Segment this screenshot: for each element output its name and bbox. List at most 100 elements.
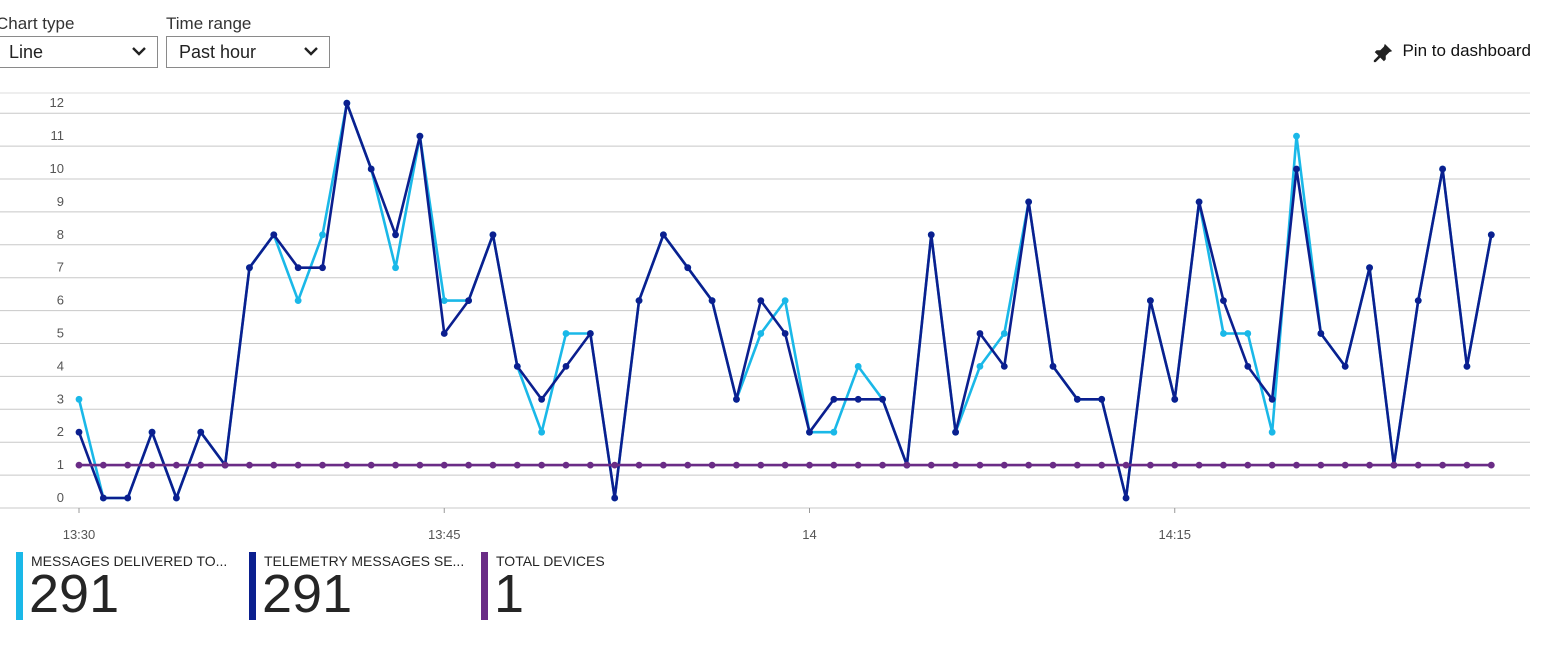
data-point[interactable] bbox=[465, 461, 472, 469]
data-point[interactable] bbox=[319, 264, 326, 272]
data-point[interactable] bbox=[781, 297, 789, 304]
data-point[interactable] bbox=[757, 461, 765, 469]
data-point[interactable] bbox=[1366, 461, 1373, 469]
data-point[interactable] bbox=[319, 231, 326, 239]
data-point[interactable] bbox=[781, 330, 789, 337]
data-point[interactable] bbox=[733, 461, 740, 469]
data-point[interactable] bbox=[416, 132, 424, 140]
data-point[interactable] bbox=[879, 395, 886, 403]
data-point[interactable] bbox=[1293, 461, 1300, 469]
data-point[interactable] bbox=[952, 428, 959, 436]
data-point[interactable] bbox=[1366, 264, 1373, 272]
data-point[interactable] bbox=[294, 461, 302, 469]
data-point[interactable] bbox=[513, 461, 521, 469]
data-point[interactable] bbox=[489, 231, 497, 239]
data-point[interactable] bbox=[75, 395, 83, 403]
data-point[interactable] bbox=[1049, 461, 1057, 469]
data-point[interactable] bbox=[1147, 297, 1154, 304]
data-point[interactable] bbox=[586, 330, 594, 337]
data-point[interactable] bbox=[319, 461, 326, 469]
pin-to-dashboard-button[interactable]: Pin to dashboard bbox=[1372, 38, 1531, 64]
data-point[interactable] bbox=[757, 330, 765, 337]
data-point[interactable] bbox=[684, 264, 692, 272]
data-point[interactable] bbox=[562, 330, 570, 337]
data-point[interactable] bbox=[1098, 461, 1106, 469]
data-point[interactable] bbox=[927, 461, 935, 469]
data-point[interactable] bbox=[367, 165, 375, 173]
data-point[interactable] bbox=[538, 395, 546, 403]
data-point[interactable] bbox=[1000, 330, 1008, 337]
data-point[interactable] bbox=[246, 264, 253, 272]
data-point[interactable] bbox=[854, 395, 862, 403]
data-point[interactable] bbox=[1341, 363, 1349, 370]
data-point[interactable] bbox=[1244, 330, 1252, 337]
data-point[interactable] bbox=[440, 297, 448, 304]
data-point[interactable] bbox=[538, 428, 546, 436]
data-point[interactable] bbox=[562, 461, 570, 469]
data-point[interactable] bbox=[1293, 165, 1300, 173]
data-point[interactable] bbox=[660, 231, 667, 239]
data-point[interactable] bbox=[1414, 297, 1422, 304]
data-point[interactable] bbox=[343, 99, 351, 107]
data-point[interactable] bbox=[830, 395, 838, 403]
data-point[interactable] bbox=[1220, 461, 1227, 469]
data-point[interactable] bbox=[270, 461, 278, 469]
data-point[interactable] bbox=[1463, 363, 1471, 370]
data-point[interactable] bbox=[489, 461, 497, 469]
data-point[interactable] bbox=[465, 297, 472, 304]
data-point[interactable] bbox=[757, 297, 765, 304]
data-point[interactable] bbox=[854, 363, 862, 370]
data-point[interactable] bbox=[124, 461, 132, 469]
data-point[interactable] bbox=[1268, 428, 1276, 436]
data-point[interactable] bbox=[976, 363, 984, 370]
data-point[interactable] bbox=[75, 428, 83, 436]
data-point[interactable] bbox=[708, 297, 716, 304]
data-point[interactable] bbox=[99, 494, 107, 502]
chart-type-select[interactable]: Line bbox=[0, 36, 158, 68]
data-point[interactable] bbox=[1195, 461, 1203, 469]
data-point[interactable] bbox=[1000, 461, 1008, 469]
data-point[interactable] bbox=[708, 461, 716, 469]
data-point[interactable] bbox=[440, 461, 448, 469]
data-point[interactable] bbox=[1317, 461, 1325, 469]
data-point[interactable] bbox=[1073, 395, 1081, 403]
data-point[interactable] bbox=[976, 330, 984, 337]
data-point[interactable] bbox=[1487, 461, 1495, 469]
data-point[interactable] bbox=[294, 264, 302, 272]
data-point[interactable] bbox=[392, 264, 399, 272]
data-point[interactable] bbox=[294, 297, 302, 304]
data-point[interactable] bbox=[1000, 363, 1008, 370]
data-point[interactable] bbox=[1220, 297, 1227, 304]
data-point[interactable] bbox=[1487, 231, 1495, 239]
data-point[interactable] bbox=[1414, 461, 1422, 469]
data-point[interactable] bbox=[392, 461, 399, 469]
data-point[interactable] bbox=[976, 461, 984, 469]
data-point[interactable] bbox=[1220, 330, 1227, 337]
data-point[interactable] bbox=[173, 461, 180, 469]
data-point[interactable] bbox=[1268, 395, 1276, 403]
data-point[interactable] bbox=[927, 231, 935, 239]
data-point[interactable] bbox=[1195, 198, 1203, 206]
data-point[interactable] bbox=[806, 428, 813, 436]
data-point[interactable] bbox=[416, 461, 424, 469]
data-point[interactable] bbox=[611, 494, 619, 502]
data-point[interactable] bbox=[1049, 363, 1057, 370]
data-point[interactable] bbox=[538, 461, 546, 469]
data-point[interactable] bbox=[1098, 395, 1106, 403]
data-point[interactable] bbox=[99, 461, 107, 469]
data-point[interactable] bbox=[1439, 165, 1446, 173]
data-point[interactable] bbox=[854, 461, 862, 469]
data-point[interactable] bbox=[246, 461, 253, 469]
data-point[interactable] bbox=[1244, 363, 1252, 370]
data-point[interactable] bbox=[903, 461, 911, 469]
data-point[interactable] bbox=[1341, 461, 1349, 469]
data-point[interactable] bbox=[781, 461, 789, 469]
data-point[interactable] bbox=[635, 297, 643, 304]
data-point[interactable] bbox=[1439, 461, 1446, 469]
data-point[interactable] bbox=[173, 494, 180, 502]
data-point[interactable] bbox=[1244, 461, 1252, 469]
data-point[interactable] bbox=[1147, 461, 1154, 469]
data-point[interactable] bbox=[148, 428, 156, 436]
data-point[interactable] bbox=[343, 461, 351, 469]
data-point[interactable] bbox=[1268, 461, 1276, 469]
